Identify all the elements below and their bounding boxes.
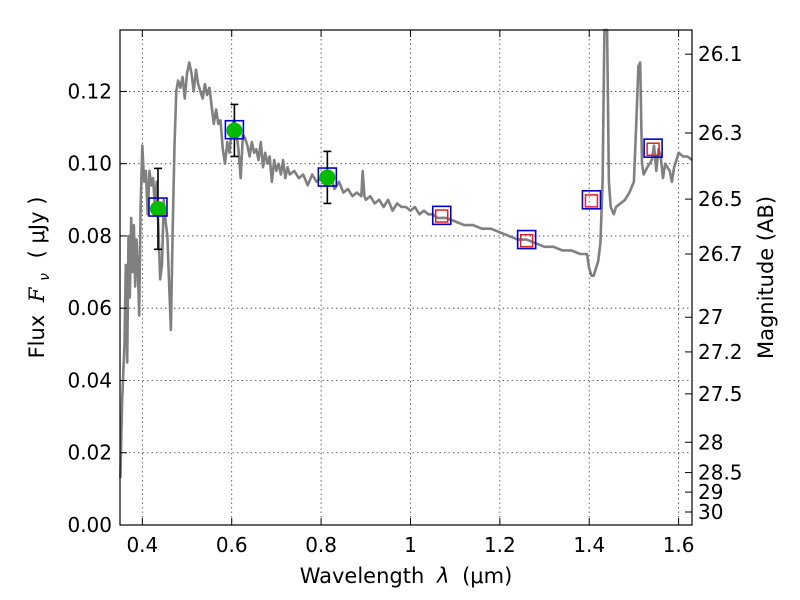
y2-tick-label: 27: [698, 305, 723, 329]
spectrum-series: [119, 28, 693, 479]
y2-tick-label: 26.1: [698, 42, 743, 66]
y-tick-label: 0.12: [67, 79, 112, 103]
model-flux-marker: [431, 205, 452, 226]
upper-limit-marker: [519, 233, 534, 248]
model-flux-marker: [317, 167, 338, 187]
x-tick-label: 0.8: [305, 533, 337, 557]
x-tick-label: 0.6: [216, 533, 248, 557]
x-tick-label: 1.6: [663, 533, 695, 557]
plot-frame: [119, 29, 693, 526]
upper-limit-marker: [584, 194, 599, 208]
y-axis-label-unit: ( μJy ): [25, 197, 49, 259]
y-tick-label: 0.10: [67, 152, 112, 176]
x-axis-label-symbol: λ: [436, 564, 449, 588]
y-axis-label-subscript: ν: [37, 273, 53, 281]
model-flux-marker: [224, 119, 245, 140]
y-axis-label: Flux F ν ( μJy ): [25, 197, 54, 359]
y-axis-label-symbol: F: [25, 286, 49, 303]
upper-limit-marker: [435, 209, 449, 223]
x-axis-label-prefix: Wavelength: [300, 564, 431, 588]
observed-flux-marker: [226, 122, 243, 139]
axis-ticks: 0.4 0.6 0.8 1 1.2 1.4 1.6 0.00 0.02 0.04 0.06 0.08 0…: [67, 30, 743, 557]
model-flux-marker: [148, 197, 168, 217]
y2-tick-label: 26.3: [698, 121, 743, 145]
model-flux-marker: [581, 190, 602, 210]
y2-tick-label: 27.2: [698, 340, 743, 364]
x-tick-label: 1.2: [484, 533, 516, 557]
y-tick-label: 0.00: [67, 513, 112, 537]
y-tick-label: 0.02: [67, 441, 112, 465]
x-tick-label: 1: [404, 533, 417, 557]
x-tick-label: 0.4: [126, 533, 158, 557]
observed-flux-marker: [319, 169, 336, 186]
y2-tick-label: 26.7: [698, 242, 743, 266]
y2-tick-label: 27.5: [698, 382, 743, 406]
x-axis-label-unit: (μm): [462, 564, 512, 588]
photometry-series: [148, 103, 663, 251]
model-flux-marker: [643, 138, 663, 158]
y2-tick-label: 28: [698, 430, 723, 454]
observed-flux-marker: [149, 200, 166, 217]
x-axis-label: Wavelength λ (μm): [300, 564, 513, 588]
x-tick-label: 1.4: [573, 533, 605, 557]
y2-tick-label: 29: [698, 480, 723, 504]
y-tick-label: 0.04: [67, 368, 112, 392]
y2-tick-label: 26.5: [698, 187, 743, 211]
model-spectrum-line: [119, 28, 693, 479]
model-flux-marker: [516, 229, 537, 250]
upper-limit-marker: [646, 142, 660, 156]
y2-tick-label: 30: [698, 500, 723, 524]
y2-axis-label: Magnitude (AB): [754, 196, 778, 359]
y-axis-label-prefix: Flux: [25, 308, 49, 358]
y2-tick-label: 28.5: [698, 461, 743, 485]
y-tick-label: 0.08: [67, 224, 112, 248]
y-tick-label: 0.06: [67, 296, 112, 320]
grid: [120, 30, 692, 526]
